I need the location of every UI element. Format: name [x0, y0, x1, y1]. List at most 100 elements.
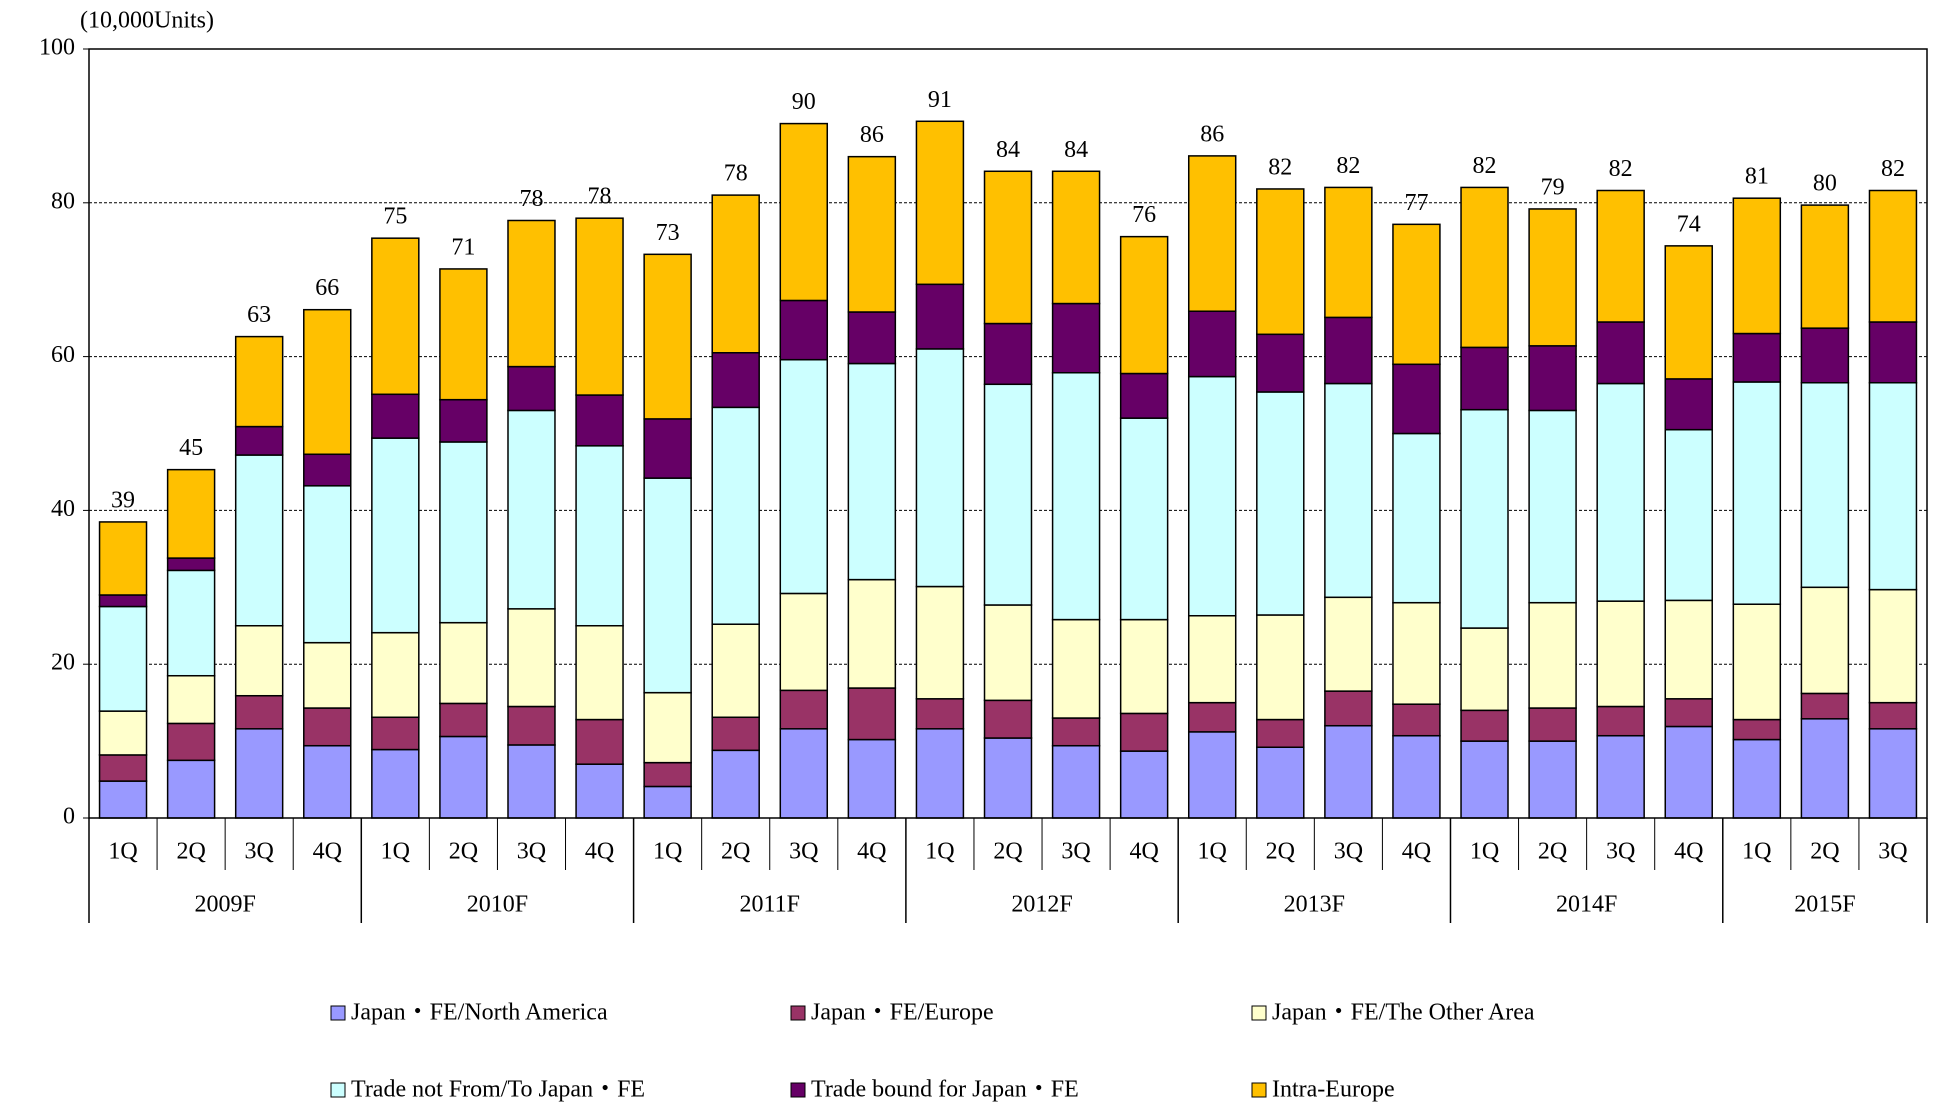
x-tick-label: 4Q	[1402, 839, 1431, 865]
bar-segment	[234, 454, 284, 627]
x-tick-label: 3Q	[245, 839, 274, 865]
x-tick-label: 4Q	[313, 839, 342, 865]
bar-segment	[575, 625, 624, 721]
total-label: 84	[1064, 137, 1088, 163]
bar-segment	[1596, 705, 1645, 737]
bar-segment	[1596, 382, 1645, 602]
bar-segment	[915, 120, 965, 286]
bar-segment	[371, 716, 420, 751]
bar-segment	[1460, 627, 1509, 712]
bar-segment	[1528, 208, 1577, 347]
total-label: 82	[1609, 156, 1633, 182]
legend-label: Japan・FE/Europe	[811, 1000, 994, 1026]
bar-segment	[1324, 690, 1373, 727]
x-tick-label: 1Q	[1470, 839, 1499, 865]
bar-segment	[1256, 391, 1305, 616]
bar-segment	[1256, 746, 1305, 819]
total-label: 86	[1200, 121, 1224, 147]
bar-segment	[1868, 189, 1918, 323]
x-tick-label: 4Q	[585, 839, 614, 865]
bar-segment	[1119, 712, 1169, 752]
bar-segment	[166, 722, 216, 762]
bar-segment	[1187, 155, 1237, 312]
legend-swatch	[330, 1005, 346, 1021]
bar-segment	[1596, 189, 1645, 323]
bar-segment	[1800, 204, 1850, 329]
group-label: 2011F	[740, 892, 800, 918]
x-tick-label: 2Q	[993, 839, 1022, 865]
bar-segment	[779, 728, 829, 819]
legend-label: Japan・FE/North America	[351, 1000, 608, 1026]
y-tick-label: 60	[51, 342, 75, 368]
bar-segment	[1324, 382, 1373, 599]
bar-segment	[1868, 728, 1918, 819]
bar-segment	[1051, 717, 1101, 747]
bar-segment	[643, 477, 692, 694]
total-label: 91	[928, 87, 952, 113]
bar-segment	[1664, 599, 1713, 700]
bar-segment	[1256, 333, 1305, 393]
bar-segment	[915, 728, 965, 819]
bar-segment	[779, 358, 829, 595]
legend-label: Trade bound for Japan・FE	[811, 1077, 1079, 1103]
y-tick-label: 100	[39, 35, 75, 61]
bar-segment	[915, 585, 965, 700]
bar-segment	[779, 122, 829, 302]
bar-segment	[1256, 614, 1305, 721]
bar-segment	[1392, 432, 1441, 604]
bar-segment	[779, 299, 829, 361]
x-tick-label: 1Q	[653, 839, 682, 865]
bar-segment	[983, 604, 1033, 702]
bar-segment	[1460, 346, 1509, 411]
bar-segment	[166, 557, 216, 572]
x-tick-label: 4Q	[1129, 839, 1158, 865]
bar-segment	[1324, 724, 1373, 819]
bar-segment	[1528, 409, 1577, 604]
bar-segment	[439, 621, 488, 705]
bar-segment	[1324, 596, 1373, 692]
bar-segment	[983, 699, 1033, 739]
bar-segment	[1256, 718, 1305, 749]
group-label: 2014F	[1556, 892, 1617, 918]
bar-segment	[507, 365, 556, 412]
bar-segment	[1187, 731, 1237, 819]
bar-segment	[847, 311, 897, 365]
bar-segment	[98, 521, 148, 596]
bar-segment	[371, 748, 420, 819]
bar-segment	[643, 785, 692, 819]
bar-segment	[1596, 734, 1645, 819]
bar-segment	[915, 283, 965, 350]
bar-segment	[1051, 744, 1101, 819]
bar-segment	[371, 437, 420, 634]
bar-segment	[643, 761, 692, 788]
bar-segment	[371, 631, 420, 719]
legend-swatch	[330, 1082, 346, 1098]
bar-segment	[1664, 245, 1713, 380]
bar-segment	[711, 194, 760, 354]
bar-segment	[1800, 586, 1850, 695]
bar-segment	[166, 569, 216, 677]
bar-segment	[166, 468, 216, 559]
unit-label: (10,000Units)	[80, 8, 214, 34]
bar-segment	[439, 735, 488, 819]
bar-segment	[98, 754, 148, 782]
x-tick-label: 1Q	[108, 839, 137, 865]
bar-segment	[507, 744, 556, 819]
bar-segment	[1732, 381, 1782, 605]
bar-segment	[1119, 417, 1169, 621]
group-label: 2015F	[1794, 892, 1855, 918]
x-tick-label: 3Q	[789, 839, 818, 865]
bar-segment	[847, 578, 897, 689]
x-tick-label: 3Q	[517, 839, 546, 865]
x-tick-label: 2Q	[1538, 839, 1567, 865]
bar-segment	[1324, 316, 1373, 385]
bar-segment	[234, 625, 284, 697]
bar-segment	[1187, 701, 1237, 733]
bar-segment	[1732, 332, 1782, 383]
bar-segment	[711, 352, 760, 409]
bar-segment	[711, 716, 760, 752]
bar-segment	[1187, 375, 1237, 617]
y-tick-label: 40	[51, 496, 75, 522]
bar-segment	[1324, 186, 1373, 319]
bar-segment	[439, 398, 488, 443]
